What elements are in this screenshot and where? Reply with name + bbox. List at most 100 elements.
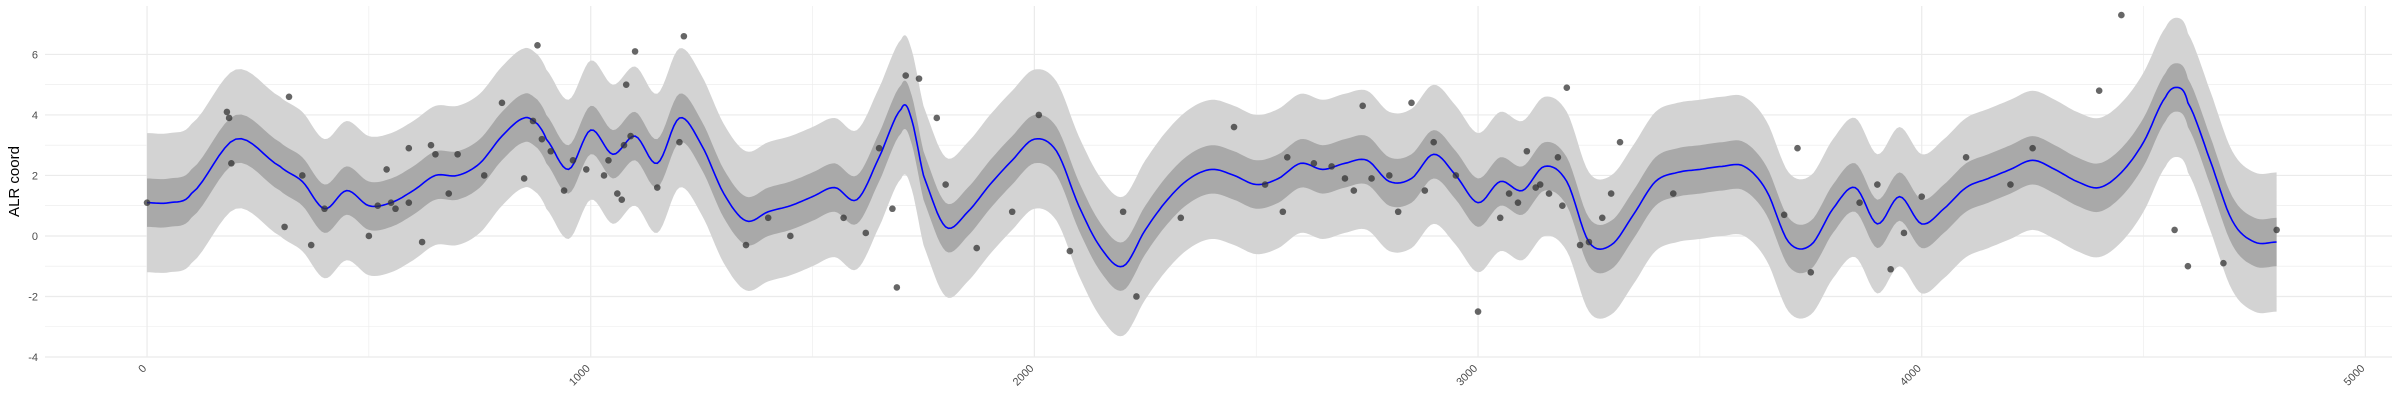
- data-point: [569, 157, 577, 164]
- data-point: [445, 190, 453, 197]
- data-point: [405, 199, 413, 206]
- data-point: [1310, 160, 1318, 167]
- data-point: [631, 48, 639, 55]
- data-point: [1279, 208, 1287, 216]
- data-point: [1261, 181, 1269, 188]
- data-point: [281, 223, 288, 231]
- data-point: [534, 42, 541, 49]
- data-point: [1962, 153, 1970, 161]
- data-point: [1408, 99, 1415, 107]
- mean-curve: [147, 86, 2277, 268]
- data-point: [742, 241, 750, 249]
- data-point: [893, 284, 901, 291]
- data-point: [875, 144, 883, 152]
- data-point: [1341, 175, 1349, 182]
- data-point: [2118, 11, 2125, 19]
- data-point: [2184, 262, 2192, 270]
- data-point: [1794, 144, 1801, 152]
- data-point: [1283, 153, 1291, 161]
- x-tick-label: 1000: [567, 363, 593, 389]
- data-point: [605, 157, 612, 164]
- data-point: [973, 244, 981, 252]
- data-point: [223, 108, 231, 116]
- data-point: [1669, 190, 1677, 197]
- x-tick-label: 5000: [2342, 363, 2368, 389]
- data-point: [1368, 175, 1375, 182]
- data-point: [1780, 211, 1788, 219]
- data-point: [1230, 123, 1238, 131]
- data-point: [520, 175, 528, 182]
- data-point: [432, 150, 439, 158]
- y-tick-label: 2: [32, 170, 38, 182]
- data-point: [1563, 84, 1571, 91]
- data-point: [653, 184, 661, 191]
- data-point: [889, 205, 896, 213]
- x-tick-label: 0: [136, 363, 149, 376]
- data-point: [1918, 193, 1926, 200]
- data-point: [600, 172, 608, 179]
- data-point: [405, 144, 413, 152]
- data-point: [2007, 181, 2014, 188]
- y-tick-label: -4: [28, 352, 38, 364]
- data-point: [480, 172, 488, 179]
- data-point: [299, 172, 306, 179]
- data-point: [1598, 214, 1606, 222]
- data-point: [1856, 199, 1863, 206]
- data-point: [1421, 187, 1429, 194]
- data-point: [143, 199, 151, 206]
- data-point: [1350, 187, 1358, 194]
- data-point: [2220, 259, 2227, 267]
- data-point: [680, 32, 688, 40]
- data-point: [1874, 181, 1881, 188]
- data-point: [676, 138, 683, 146]
- data-point: [285, 93, 293, 101]
- data-point: [529, 117, 537, 125]
- data-point: [1359, 102, 1366, 110]
- y-tick-label: 0: [32, 231, 38, 243]
- data-point: [1394, 208, 1402, 216]
- data-point: [225, 114, 233, 122]
- data-point: [787, 232, 794, 240]
- data-point: [1133, 293, 1140, 300]
- data-point: [1536, 181, 1544, 188]
- data-point: [620, 141, 628, 149]
- data-point: [383, 166, 390, 173]
- confidence-bands: [147, 17, 2277, 337]
- data-point: [1554, 153, 1562, 161]
- x-tick-label: 3000: [1454, 363, 1480, 389]
- data-point: [547, 147, 555, 155]
- data-point: [1514, 199, 1522, 206]
- data-point: [764, 214, 772, 222]
- data-point: [538, 135, 546, 143]
- data-point: [1807, 268, 1815, 276]
- observations: [143, 11, 2280, 315]
- data-point: [427, 141, 435, 149]
- data-point: [1559, 202, 1566, 210]
- data-point: [392, 205, 399, 213]
- x-tick-label: 2000: [1011, 363, 1037, 389]
- data-point: [1607, 190, 1615, 197]
- data-point: [1887, 265, 1894, 273]
- data-point: [618, 196, 626, 203]
- data-point: [1545, 190, 1553, 197]
- data-point: [418, 238, 426, 246]
- data-point: [2029, 144, 2036, 152]
- data-point: [1616, 138, 1624, 146]
- data-point: [1386, 172, 1393, 179]
- data-point: [915, 75, 923, 82]
- y-tick-label: 6: [32, 49, 38, 61]
- data-point: [1119, 208, 1127, 216]
- data-point: [387, 199, 395, 206]
- data-point: [321, 205, 328, 213]
- data-point: [228, 160, 235, 167]
- data-point: [1576, 241, 1584, 249]
- y-axis-title: ALR coord: [6, 146, 23, 217]
- inner-band: [147, 63, 2277, 291]
- data-point: [1452, 172, 1460, 179]
- data-point: [365, 232, 373, 240]
- data-point: [933, 114, 941, 122]
- data-point: [374, 202, 382, 210]
- data-point: [862, 229, 870, 237]
- y-tick-label: -2: [28, 291, 38, 303]
